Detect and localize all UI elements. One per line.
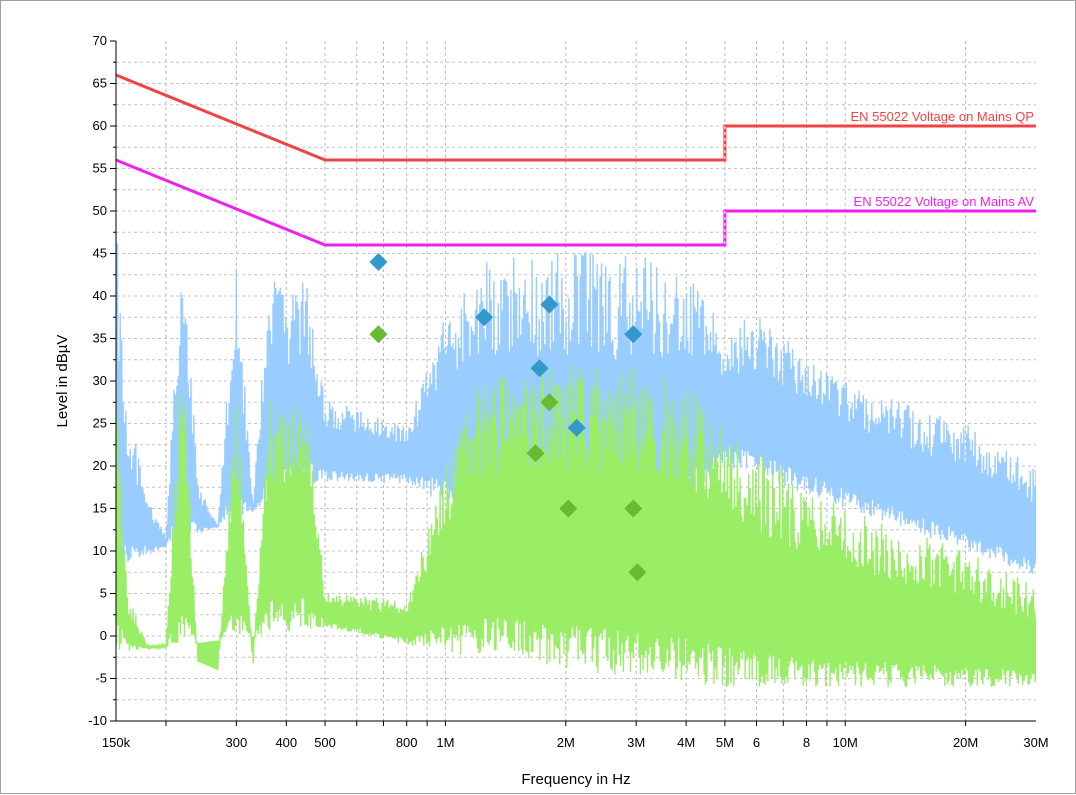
y-tick-label: 70 [93, 33, 107, 48]
marker-diamond [475, 308, 494, 327]
y-tick-label: 50 [93, 203, 107, 218]
y-tick-label: 40 [93, 288, 107, 303]
marker-diamond [559, 499, 578, 518]
y-tick-label: 35 [93, 331, 107, 346]
x-tick-label: 300 [226, 735, 248, 750]
x-tick-label: 1M [436, 735, 454, 750]
y-tick-label: 15 [93, 501, 107, 516]
marker-diamond [624, 499, 643, 518]
x-axis-title: Frequency in Hz [521, 771, 630, 788]
marker-diamond [540, 393, 559, 412]
limit-lines: EN 55022 Voltage on Mains QP EN 55022 Vol… [115, 73, 1036, 247]
marker-diamond [526, 444, 545, 463]
y-tick-label: 45 [93, 246, 107, 261]
y-tick-label: -5 [95, 671, 107, 686]
y-tick-label: 10 [93, 543, 107, 558]
x-tick-label: 30M [1023, 735, 1048, 750]
marker-diamond [530, 359, 549, 378]
spectrum-trace [116, 231, 1036, 575]
marker-diamond [628, 563, 647, 582]
x-tick-label: 150k [102, 735, 131, 750]
axes: -10 -5 0 5 10 15 20 25 30 35 40 45 50 55 60 65 70 150k 300… [88, 33, 1048, 750]
x-tick-label: 3M [627, 735, 645, 750]
marker-diamond [624, 325, 643, 344]
spectrum-trace [116, 365, 1036, 688]
y-tick-label: 5 [100, 586, 107, 601]
x-tick-label: 5M [716, 735, 734, 750]
x-tick-label: 500 [314, 735, 336, 750]
marker-diamond [369, 253, 388, 271]
limit-line-label: EN 55022 Voltage on Mains QP [850, 109, 1034, 124]
x-tick-label: 400 [275, 735, 297, 750]
y-tick-label: 20 [93, 458, 107, 473]
marker-diamond [369, 325, 388, 344]
limit-line [115, 73, 1036, 162]
x-tick-label: 6 [753, 735, 760, 750]
y-tick-label: 60 [93, 118, 107, 133]
limit-line-label: EN 55022 Voltage on Mains AV [854, 194, 1035, 209]
x-tick-label: 20M [953, 735, 978, 750]
x-tick-label: 2M [557, 735, 575, 750]
spectra [116, 231, 1036, 688]
y-tick-label: 65 [93, 76, 107, 91]
y-tick-label: 55 [93, 161, 107, 176]
x-tick-label: 800 [396, 735, 418, 750]
marker-diamond [567, 418, 586, 437]
x-tick-label: 8 [803, 735, 810, 750]
x-tick-label: 10M [833, 735, 858, 750]
marker-diamond [540, 295, 559, 314]
limit-line [115, 158, 1036, 247]
y-tick-label: 25 [93, 416, 107, 431]
y-tick-label: -10 [88, 713, 107, 728]
x-tick-label: 4M [677, 735, 695, 750]
y-axis-title: Level in dBµV [54, 335, 71, 428]
y-tick-label: 0 [100, 628, 107, 643]
markers [369, 253, 647, 582]
y-tick-label: 30 [93, 373, 107, 388]
